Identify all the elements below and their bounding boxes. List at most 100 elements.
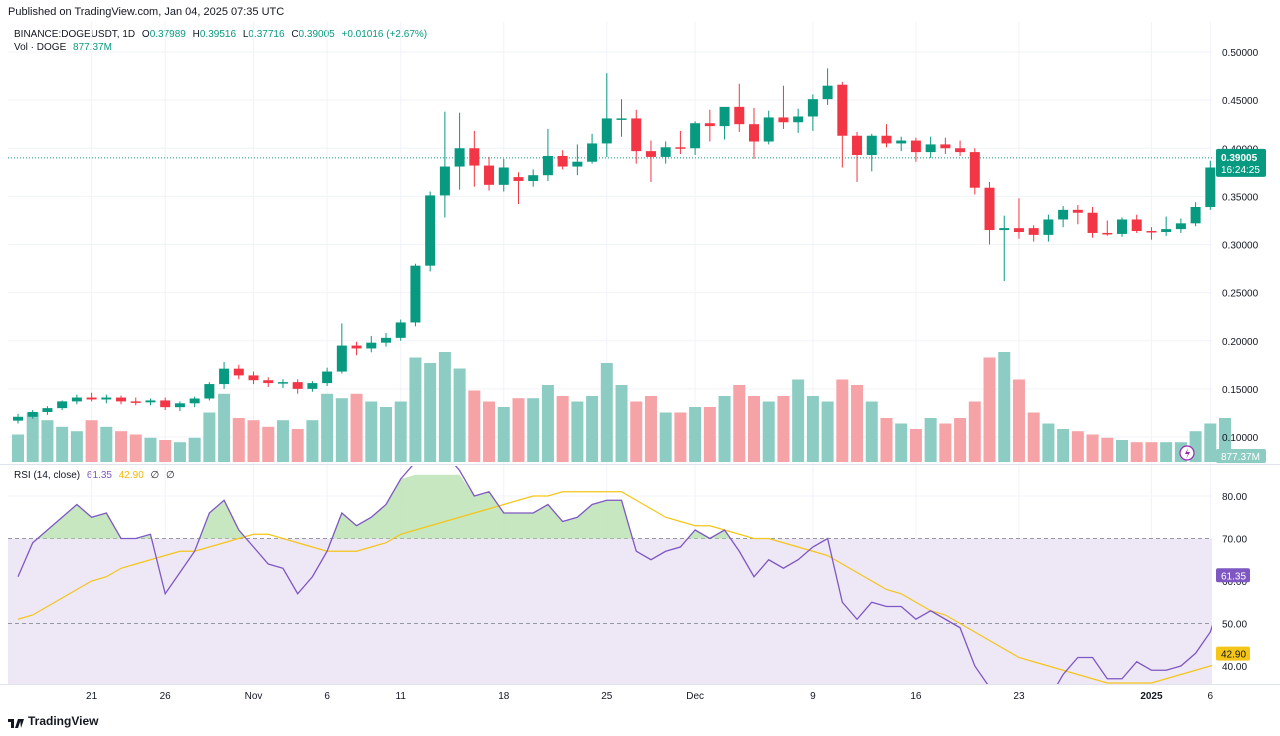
candle-body: [57, 401, 68, 409]
volume-bar: [541, 385, 554, 462]
volume-tag: [1216, 449, 1266, 463]
candle-body: [1102, 232, 1113, 235]
time-axis-label: 26: [160, 691, 172, 702]
volume-bar: [306, 420, 319, 462]
price-axis-label: 0.15000: [1222, 385, 1259, 396]
candle-body: [896, 140, 907, 144]
volume-bar: [247, 420, 260, 462]
volume-bar: [115, 431, 128, 462]
candle-body: [27, 411, 38, 417]
candle-body: [645, 151, 656, 157]
price-axis-label: 0.45000: [1222, 96, 1259, 107]
rsi-value-tag-text: 61.35: [1221, 571, 1246, 582]
volume-bar: [924, 418, 937, 462]
time-axis-label: 9: [810, 691, 816, 702]
candle-body: [454, 148, 465, 167]
candle-body: [219, 368, 230, 385]
volume-bar: [144, 437, 157, 462]
rsi-overbought-fill: [18, 474, 1212, 539]
volume-tag-value: 877.37M: [1221, 452, 1260, 463]
volume-bar: [365, 401, 378, 462]
time-axis-label: 6: [324, 691, 330, 702]
volume-bar: [674, 412, 687, 462]
volume-bar: [586, 396, 599, 462]
volume-bar: [1012, 379, 1025, 462]
volume-bar: [56, 426, 69, 462]
candle-body: [955, 148, 966, 153]
volume-bar: [571, 401, 584, 462]
last-price-tag: [1216, 148, 1266, 177]
candle-body: [248, 375, 259, 381]
volume-bar: [218, 393, 231, 462]
candle-body: [425, 195, 436, 266]
volume-bar: [41, 420, 54, 462]
symbol-name[interactable]: BINANCE:DOGEUSDT, 1D: [14, 29, 136, 40]
volume-bar: [1160, 442, 1173, 462]
tradingview-logo[interactable]: TradingView: [8, 714, 98, 728]
time-axis-label: Dec: [686, 691, 704, 702]
rsi-ma-value: 42.90: [118, 470, 144, 481]
volume-bar: [1145, 442, 1158, 462]
volume-bar: [865, 401, 878, 462]
volume-bar: [438, 352, 451, 462]
volume-bar: [497, 407, 510, 462]
volume-bar: [1130, 442, 1143, 462]
candle-body: [675, 147, 686, 149]
candle-body: [381, 337, 391, 343]
candle-body: [572, 161, 583, 167]
volume-bar: [424, 363, 437, 462]
candle-body: [984, 187, 995, 231]
candle-body: [1161, 229, 1172, 232]
candle-body: [263, 380, 274, 384]
candle-body: [86, 397, 97, 400]
candle-body: [174, 403, 185, 408]
open-label: O: [141, 29, 150, 40]
volume-label[interactable]: Vol · DOGE: [14, 42, 67, 53]
candle-body: [601, 118, 612, 144]
volume-bar: [512, 398, 525, 462]
time-axis-label: 6: [1208, 691, 1214, 702]
candle-body: [822, 85, 833, 100]
change-value: +0.01016 (+2.67%): [341, 29, 428, 40]
time-axis-label: 21: [86, 691, 98, 702]
rsi-axis-label: 70.00: [1222, 535, 1247, 546]
volume-bar: [1057, 429, 1070, 462]
volume-bar: [100, 426, 113, 462]
time-axis-label: 2025: [1140, 691, 1163, 702]
candle-body: [116, 397, 127, 402]
candle-body: [307, 383, 318, 389]
candle-body: [498, 167, 509, 185]
candle-body: [999, 228, 1010, 231]
candle-body: [778, 117, 789, 123]
candle-body: [101, 397, 112, 400]
price-axis-label: 0.50000: [1222, 48, 1259, 59]
candle-body: [631, 118, 642, 152]
volume-bar: [659, 412, 672, 462]
candle-body: [513, 177, 524, 181]
candle-body: [336, 345, 347, 372]
volume-bar: [998, 352, 1011, 462]
rsi-range-fill: [8, 538, 1212, 684]
price-axis-label: 0.30000: [1222, 241, 1259, 252]
candle-body: [528, 175, 539, 181]
candle-body: [1205, 167, 1216, 207]
volume-bar: [954, 418, 967, 462]
high-value: 0.39516: [199, 29, 237, 40]
candle-body: [13, 416, 23, 421]
candle-body: [852, 135, 863, 155]
candle-body: [1072, 209, 1083, 213]
axes: 0.500000.450000.400000.350000.300000.250…: [86, 48, 1259, 702]
rsi-axis-label: 40.00: [1222, 662, 1247, 673]
volume-bar: [703, 407, 716, 462]
volume-bar: [880, 418, 893, 462]
rsi-extra-2: ∅: [166, 470, 175, 481]
volume-bars: [12, 352, 1232, 462]
candle-body: [1043, 219, 1054, 235]
volume-bar: [380, 407, 392, 462]
volume-bar: [968, 401, 981, 462]
candle-body: [969, 152, 980, 188]
price-axis-label: 0.25000: [1222, 289, 1259, 300]
rsi-label[interactable]: RSI (14, close): [14, 470, 81, 481]
volume-value: 877.37M: [73, 42, 112, 53]
